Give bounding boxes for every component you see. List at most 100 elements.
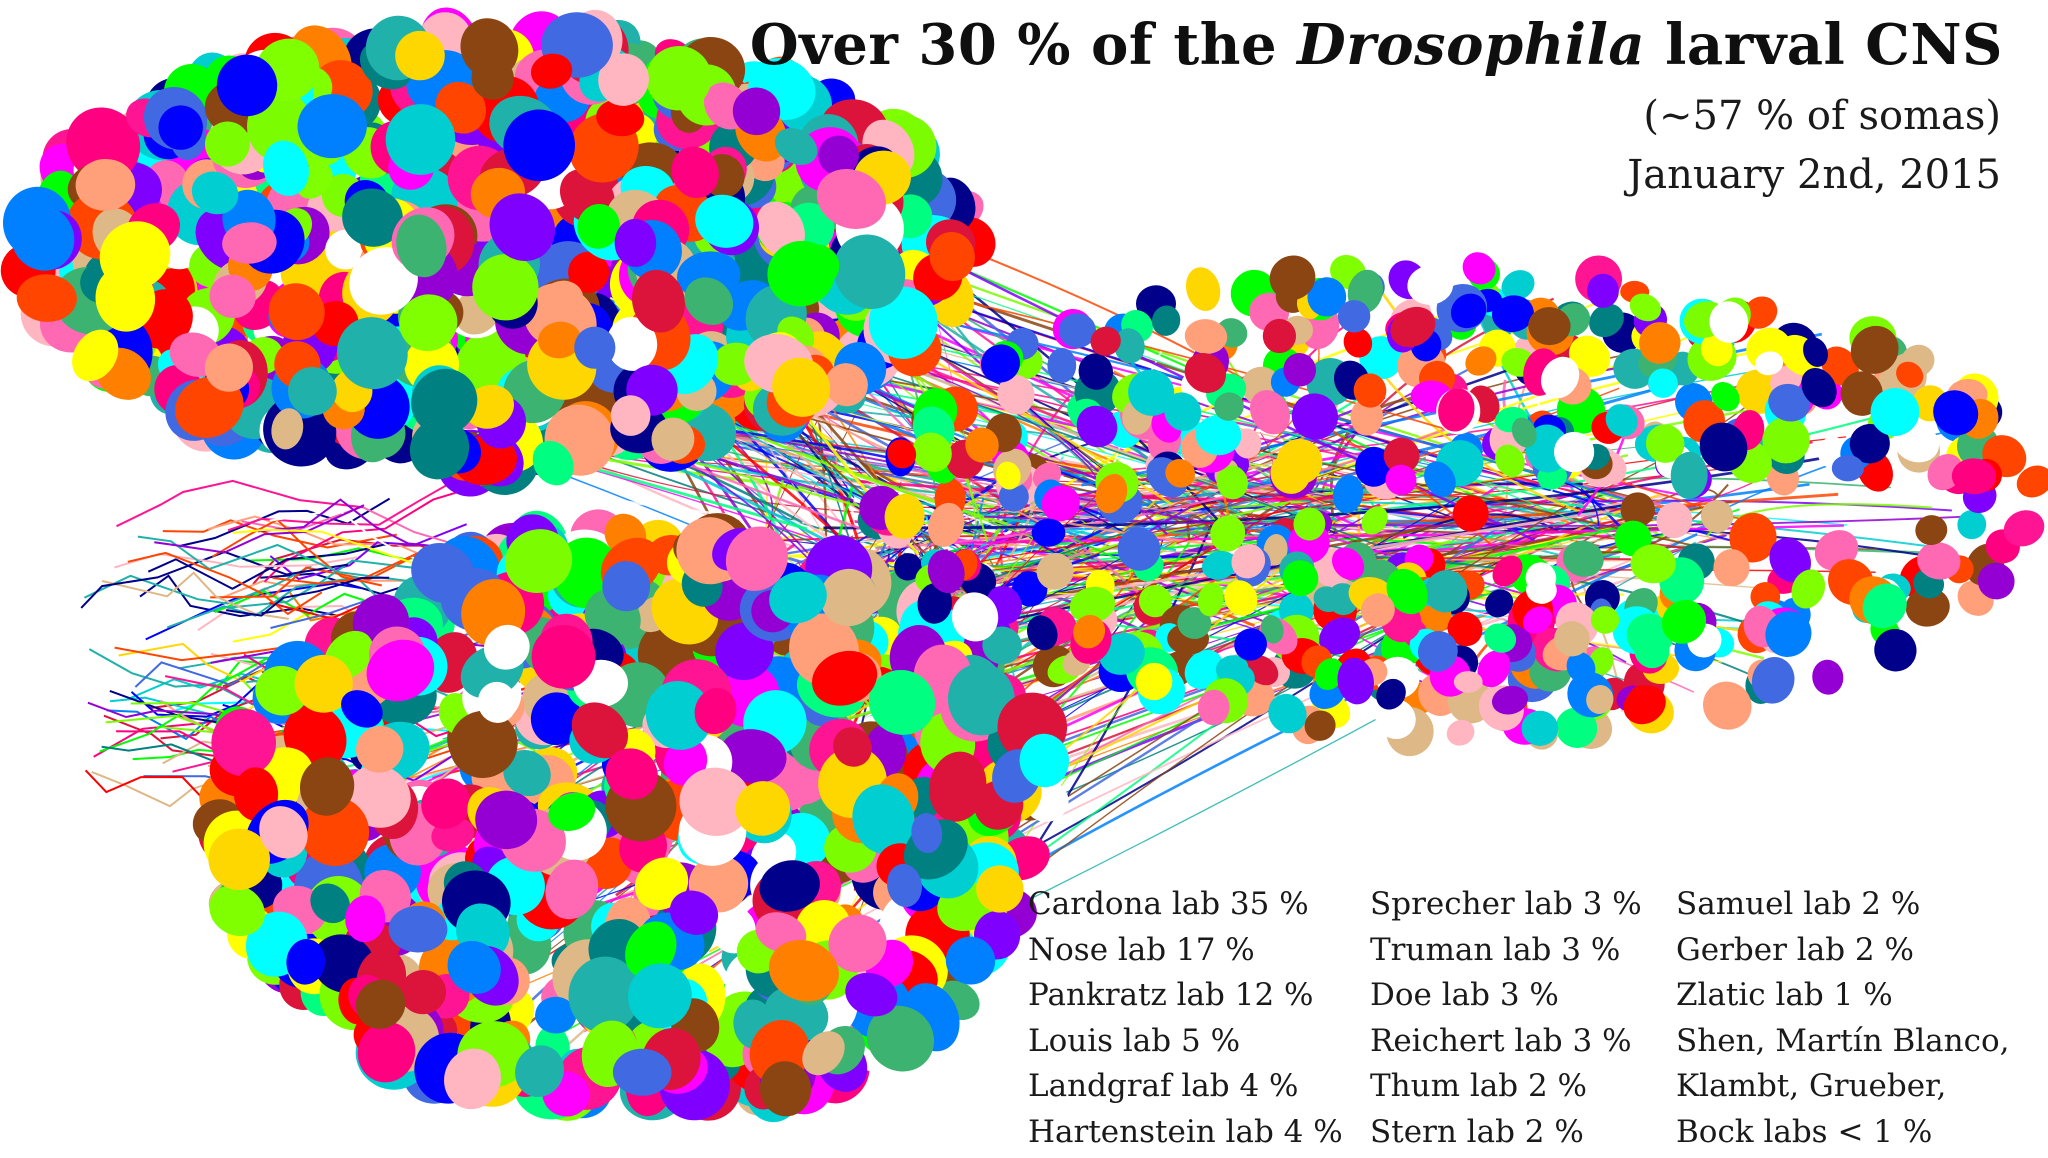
neurite xyxy=(83,565,312,605)
soma xyxy=(1639,322,1681,364)
soma xyxy=(995,461,1021,490)
figure-title: Over 30 % of the Drosophila larval CNS xyxy=(750,12,2003,78)
soma xyxy=(10,204,75,271)
soma xyxy=(341,690,383,728)
soma xyxy=(1128,369,1175,416)
soma xyxy=(1117,527,1161,571)
soma xyxy=(1917,542,1961,580)
soma xyxy=(475,790,538,850)
soma xyxy=(1762,417,1810,464)
soma xyxy=(1031,518,1066,547)
soma xyxy=(1332,475,1364,514)
neurite xyxy=(1329,396,1412,539)
soma xyxy=(1803,337,1828,367)
soma xyxy=(400,969,447,1015)
soma xyxy=(1568,335,1611,377)
soma xyxy=(1343,327,1373,358)
soma xyxy=(982,626,1022,665)
soma xyxy=(612,1048,672,1096)
soma xyxy=(1262,318,1297,354)
soma xyxy=(651,417,695,461)
soma xyxy=(833,727,872,767)
soma xyxy=(694,688,737,735)
soma xyxy=(1462,252,1496,285)
soma xyxy=(1870,388,1920,436)
neurite xyxy=(80,550,349,609)
soma xyxy=(1645,424,1685,463)
soma xyxy=(1751,656,1795,704)
soma xyxy=(1491,685,1529,715)
soma xyxy=(606,316,658,371)
soma xyxy=(1589,303,1624,338)
soma xyxy=(1113,328,1145,364)
soma xyxy=(1630,544,1676,584)
credit-line: Zlatic lab 1 % xyxy=(1676,977,1893,1013)
title-species: Drosophila xyxy=(1297,12,1646,78)
soma xyxy=(669,890,719,935)
soma xyxy=(833,234,906,309)
soma xyxy=(1424,570,1468,613)
soma xyxy=(530,692,582,746)
soma xyxy=(1078,353,1114,390)
soma xyxy=(1977,562,2015,600)
soma xyxy=(1234,628,1267,661)
soma xyxy=(1452,495,1489,532)
soma xyxy=(1484,589,1514,618)
soma xyxy=(1095,473,1128,514)
soma xyxy=(2003,510,2045,547)
soma xyxy=(342,188,403,247)
soma xyxy=(1283,353,1317,387)
soma xyxy=(1957,510,1987,540)
soma xyxy=(1390,306,1436,348)
soma xyxy=(1090,326,1121,356)
credit-line: Landgraf lab 4 % xyxy=(1028,1068,1299,1104)
soma xyxy=(503,109,576,182)
soma xyxy=(1620,492,1655,527)
soma xyxy=(802,1031,845,1076)
soma xyxy=(577,204,621,249)
soma xyxy=(1177,607,1212,639)
soma xyxy=(1361,506,1388,535)
neurite xyxy=(257,498,464,551)
soma xyxy=(1656,502,1693,539)
title-prefix: Over 30 % of the xyxy=(749,12,1298,78)
title-suffix: larval CNS xyxy=(1645,12,2003,78)
credit-line: Cardona lab 35 % xyxy=(1028,886,1309,922)
soma xyxy=(1521,710,1559,746)
soma xyxy=(1164,392,1202,431)
soma xyxy=(772,357,831,417)
soma xyxy=(1304,710,1336,741)
soma xyxy=(1307,277,1347,317)
soma xyxy=(1260,615,1284,644)
soma xyxy=(1729,512,1777,563)
soma xyxy=(759,1061,812,1117)
soma xyxy=(812,650,878,706)
soma xyxy=(1605,404,1638,437)
soma xyxy=(602,561,651,612)
soma xyxy=(1555,707,1598,748)
soma xyxy=(530,53,573,89)
credit-line: Klambt, Grueber, xyxy=(1676,1068,1947,1104)
soma xyxy=(1041,485,1080,522)
soma xyxy=(769,571,827,624)
soma xyxy=(1896,361,1924,388)
soma xyxy=(965,427,999,463)
soma xyxy=(574,326,616,369)
soma xyxy=(288,366,337,416)
soma xyxy=(824,363,868,407)
soma xyxy=(1484,623,1517,653)
soma xyxy=(917,583,953,624)
soma xyxy=(1495,444,1525,477)
soma xyxy=(1047,347,1077,384)
soma xyxy=(1526,576,1557,604)
soma-fraction-note: (~57 % of somas) xyxy=(1643,93,2001,139)
soma xyxy=(1269,255,1316,301)
soma xyxy=(259,806,308,859)
soma xyxy=(1184,649,1224,690)
soma xyxy=(286,939,326,985)
soma xyxy=(632,269,685,333)
credit-line: Stern lab 2 % xyxy=(1370,1113,1584,1150)
soma xyxy=(1214,392,1244,421)
soma xyxy=(355,979,406,1029)
neurite xyxy=(207,515,444,566)
